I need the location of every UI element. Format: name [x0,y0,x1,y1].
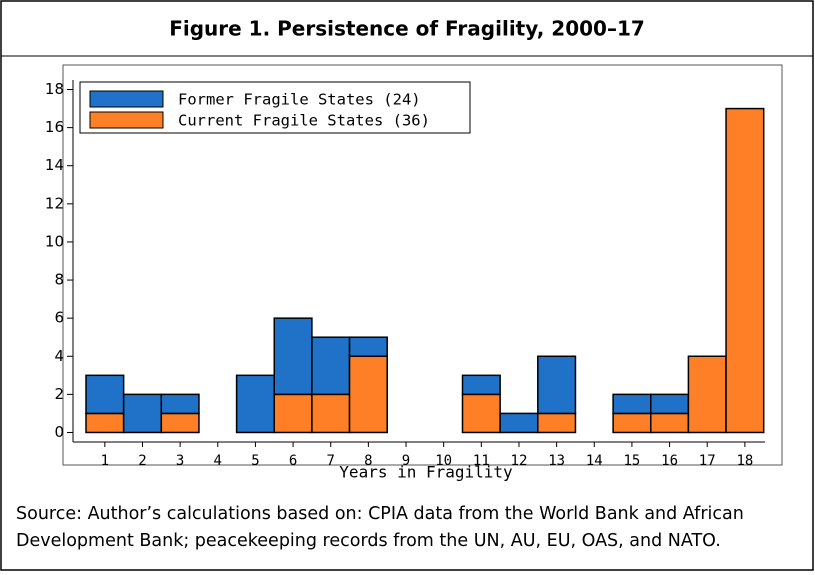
bar-segment [85,412,125,434]
bar-segment [160,393,200,415]
bar-segment [273,393,313,434]
x-tick-label: 9 [402,453,410,469]
source-note: Source: Author’s calculations based on: … [16,504,744,524]
x-tick-label: 7 [327,453,335,469]
plot-frame [62,64,783,466]
y-tick-label: 6 [54,309,64,327]
bar-segment [650,412,690,434]
bar-segment [311,336,351,396]
bar-segment [612,412,652,434]
legend-label: Current Fragile States (36) [178,112,430,130]
x-tick-label: 18 [736,453,753,469]
bar-segment [160,412,200,434]
x-axis-title: Years in Fragility [339,463,513,482]
x-tick-label: 3 [176,453,184,469]
bar-segment [348,336,388,358]
bar-segment [537,355,577,415]
x-tick-label: 6 [289,453,297,469]
y-tick-label: 4 [54,347,64,365]
x-tick-label: 16 [661,453,678,469]
y-tick-label: 14 [45,156,64,174]
x-tick-label: 15 [623,453,640,469]
x-tick-label: 2 [138,453,146,469]
x-tick-label: 13 [548,453,565,469]
x-tick-label: 8 [364,453,372,469]
bar-segment [725,107,765,434]
x-tick-label: 1 [101,453,109,469]
chart-title: Figure 1. Persistence of Fragility, 2000… [169,17,645,41]
x-tick-label: 12 [511,453,528,469]
y-tick-label: 0 [54,423,64,441]
x-tick-label: 4 [214,453,222,469]
bar-segment [122,393,163,434]
x-tick-label: 11 [473,453,490,469]
bar-segment [273,317,313,396]
bar-segment [348,355,388,434]
bar-segment [235,374,276,434]
x-tick-label: 5 [251,453,259,469]
bar-segment [612,393,652,415]
x-tick-label: 14 [586,453,603,469]
bar-segment [461,374,501,396]
bar-segment [85,374,125,415]
y-tick-label: 16 [45,118,64,136]
bar-segment [537,412,577,434]
y-tick-label: 12 [45,194,64,212]
source-note: Development Bank; peacekeeping records f… [16,531,721,551]
bar-segment [499,412,539,434]
x-tick-label: 17 [699,453,716,469]
legend-swatch [89,90,164,108]
bar-segment [311,393,351,434]
y-tick-label: 8 [54,271,64,289]
x-tick-label: 10 [435,453,452,469]
bar-segment [650,393,690,415]
y-tick-label: 2 [54,385,64,403]
bar-segment [461,393,501,434]
legend-swatch [89,111,164,129]
y-tick-label: 10 [45,232,64,250]
y-tick-label: 18 [45,80,64,98]
legend-label: Former Fragile States (24) [178,91,421,109]
bar-segment [687,355,727,434]
